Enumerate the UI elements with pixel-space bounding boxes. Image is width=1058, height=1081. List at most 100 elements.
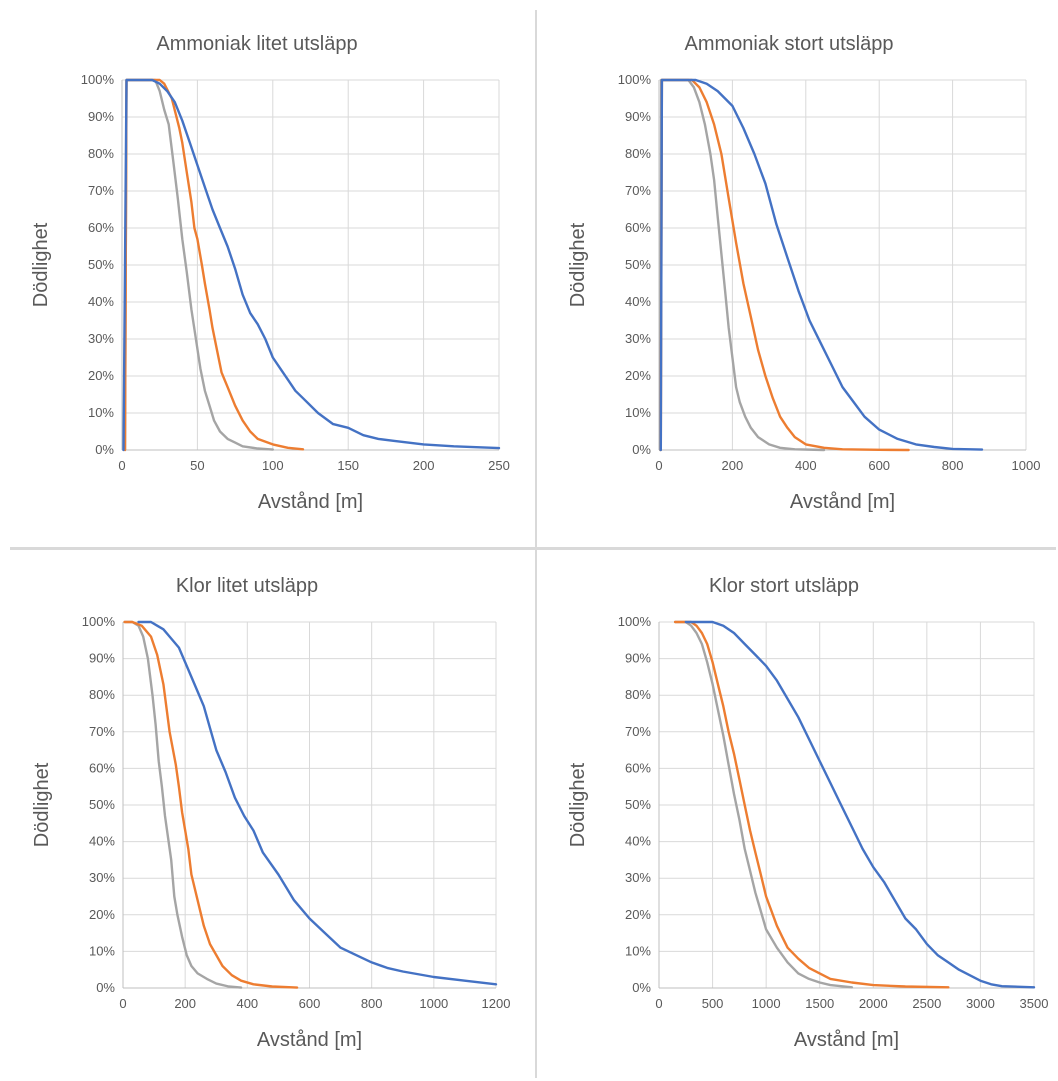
y-tick-label: 80% — [89, 687, 115, 702]
vertical-divider — [535, 10, 537, 1078]
x-tick-label: 400 — [236, 996, 258, 1011]
x-tick-label: 200 — [413, 458, 435, 473]
y-tick-label: 100% — [82, 614, 116, 629]
chart-title: Klor litet utsläpp — [176, 575, 318, 597]
y-tick-label: 20% — [88, 368, 114, 383]
x-tick-label: 1000 — [1012, 458, 1041, 473]
series-gray-line — [123, 78, 274, 452]
y-tick-label: 100% — [81, 72, 115, 87]
y-tick-label: 20% — [89, 907, 115, 922]
x-tick-label: 2500 — [912, 996, 941, 1011]
chart-panel-klor-litet: 0% 10% 20% 30% 40% 50% 60% 70% 80% 90% 100% 0 200 400… — [12, 552, 532, 1077]
y-tick-label: 70% — [625, 724, 651, 739]
chart-title: Ammoniak stort utsläpp — [685, 33, 894, 55]
x-axis-label: Avstånd [m] — [258, 491, 363, 513]
y-axis-label: Dödlighet — [30, 222, 52, 307]
x-tick-label: 2000 — [859, 996, 888, 1011]
y-tick-label: 10% — [88, 405, 114, 420]
y-tick-label: 50% — [625, 797, 651, 812]
y-tick-label: 20% — [625, 907, 651, 922]
series-blue-line — [122, 78, 501, 452]
y-tick-label: 90% — [625, 109, 651, 124]
x-tick-label: 200 — [722, 458, 744, 473]
y-tick-label: 10% — [89, 943, 115, 958]
y-tick-label: 80% — [88, 146, 114, 161]
y-tick-label: 10% — [625, 943, 651, 958]
y-tick-label: 80% — [625, 146, 651, 161]
horizontal-divider — [10, 547, 1056, 550]
series-gray-line — [123, 620, 243, 989]
x-tick-label: 1000 — [752, 996, 781, 1011]
y-tick-label: 50% — [625, 257, 651, 272]
y-tick-label: 10% — [625, 405, 651, 420]
y-tick-label: 60% — [625, 760, 651, 775]
chart-klor-litet: 0% 10% 20% 30% 40% 50% 60% 70% 80% 90% 100% 0 200 400… — [31, 575, 511, 1051]
series-orange-line — [123, 620, 299, 989]
x-tick-label: 0 — [119, 996, 126, 1011]
x-tick-label: 0 — [655, 996, 662, 1011]
x-tick-label: 100 — [262, 458, 284, 473]
series-blue-line — [659, 78, 984, 452]
y-tick-label: 40% — [88, 294, 114, 309]
x-tick-label: 3000 — [966, 996, 995, 1011]
y-tick-label: 90% — [88, 109, 114, 124]
x-axis-label: Avstånd [m] — [257, 1029, 362, 1051]
chart-ammoniak-litet: 0% 10% 20% 30% 40% 50% 60% 70% 80% 90% 100% 0 50 100 1… — [30, 33, 510, 513]
y-axis-label: Dödlighet — [567, 222, 589, 307]
y-tick-label: 80% — [625, 687, 651, 702]
chart-ammoniak-stort: 0% 10% 20% 30% 40% 50% 60% 70% 80% 90% 100% 0 200 400… — [567, 33, 1041, 513]
y-tick-label: 0% — [96, 980, 115, 995]
x-tick-label: 1500 — [805, 996, 834, 1011]
chart-panel-ammoniak-stort: 0% 10% 20% 30% 40% 50% 60% 70% 80% 90% 100% 0 200 400… — [539, 12, 1054, 544]
chart-title: Klor stort utsläpp — [709, 575, 859, 597]
series-blue-line — [684, 620, 1036, 989]
series-blue-line — [137, 620, 498, 986]
x-tick-label: 50 — [190, 458, 204, 473]
y-tick-label: 40% — [89, 834, 115, 849]
x-axis-label: Avstånd [m] — [794, 1029, 899, 1051]
y-tick-label: 60% — [89, 760, 115, 775]
chart-title: Ammoniak litet utsläpp — [156, 33, 357, 55]
x-tick-label: 1000 — [419, 996, 448, 1011]
chart-panel-klor-stort: 0% 10% 20% 30% 40% 50% 60% 70% 80% 90% 100% 0 500 100… — [539, 552, 1054, 1077]
x-tick-label: 800 — [361, 996, 383, 1011]
y-tick-label: 50% — [89, 797, 115, 812]
x-tick-label: 0 — [118, 458, 125, 473]
y-tick-label: 20% — [625, 368, 651, 383]
y-tick-label: 40% — [625, 294, 651, 309]
y-tick-label: 30% — [625, 331, 651, 346]
x-tick-label: 500 — [702, 996, 724, 1011]
x-tick-label: 400 — [795, 458, 817, 473]
x-tick-label: 800 — [942, 458, 964, 473]
y-tick-label: 0% — [632, 442, 651, 457]
series-orange-line — [673, 620, 950, 989]
y-tick-label: 30% — [88, 331, 114, 346]
y-tick-label: 60% — [625, 220, 651, 235]
series-gray-line — [673, 620, 854, 989]
y-tick-label: 100% — [618, 614, 652, 629]
y-tick-label: 50% — [88, 257, 114, 272]
y-tick-label: 70% — [88, 183, 114, 198]
y-axis-label: Dödlighet — [31, 762, 53, 847]
y-axis-label: Dödlighet — [567, 762, 589, 847]
y-tick-label: 70% — [89, 724, 115, 739]
x-tick-label: 600 — [299, 996, 321, 1011]
x-axis-label: Avstånd [m] — [790, 491, 895, 513]
y-tick-label: 70% — [625, 183, 651, 198]
y-tick-label: 40% — [625, 834, 651, 849]
y-tick-label: 90% — [625, 651, 651, 666]
chart-panel-ammoniak-litet: 0% 10% 20% 30% 40% 50% 60% 70% 80% 90% 100% 0 50 100 1… — [12, 12, 532, 544]
x-tick-label: 1200 — [482, 996, 511, 1011]
y-tick-label: 90% — [89, 651, 115, 666]
y-tick-label: 60% — [88, 220, 114, 235]
y-tick-label: 0% — [95, 442, 114, 457]
series-orange-line — [659, 78, 910, 452]
y-tick-label: 100% — [618, 72, 652, 87]
series-gray-line — [658, 78, 826, 452]
chart-klor-stort: 0% 10% 20% 30% 40% 50% 60% 70% 80% 90% 100% 0 500 100… — [567, 575, 1049, 1051]
x-tick-label: 0 — [655, 458, 662, 473]
y-tick-label: 30% — [625, 870, 651, 885]
x-tick-label: 600 — [868, 458, 890, 473]
x-tick-label: 3500 — [1020, 996, 1049, 1011]
x-tick-label: 150 — [337, 458, 359, 473]
